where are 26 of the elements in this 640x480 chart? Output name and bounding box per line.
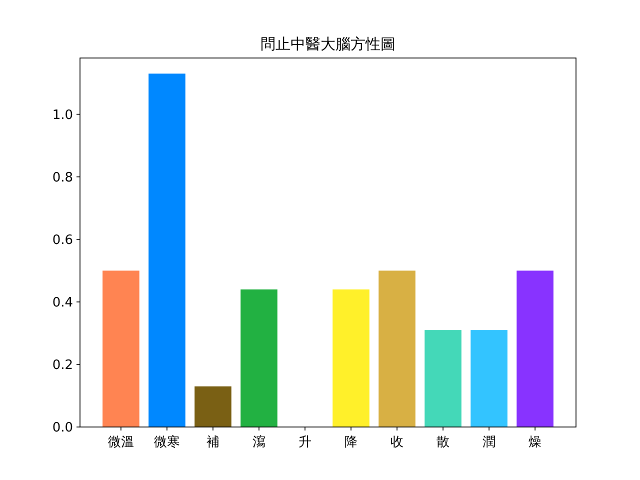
y-tick-label: 0.2 (52, 358, 73, 373)
chart-title: 問止中醫大腦方性圖 (260, 35, 396, 53)
x-tick-label: 瀉 (252, 435, 266, 450)
x-tick-label: 燥 (528, 435, 542, 450)
bar (148, 74, 186, 427)
bar (424, 330, 462, 427)
bar (378, 270, 416, 427)
bar (194, 386, 232, 427)
bar (516, 270, 554, 427)
y-tick-label: 0.0 (52, 420, 73, 436)
x-tick-label: 微溫 (108, 435, 134, 450)
bar (470, 330, 508, 427)
x-tick-label: 升 (298, 435, 312, 450)
bar (332, 289, 370, 427)
y-tick-label: 1.0 (52, 108, 73, 123)
x-tick-label: 微寒 (154, 434, 180, 450)
x-tick-label: 潤 (482, 435, 496, 450)
x-tick-label: 補 (206, 435, 220, 450)
y-tick-label: 0.6 (52, 232, 73, 248)
y-tick-label: 0.8 (52, 170, 73, 186)
x-tick-label: 散 (436, 435, 450, 450)
bar (102, 270, 140, 427)
x-tick-label: 降 (344, 435, 358, 450)
y-tick-label: 0.4 (52, 295, 73, 310)
bar (240, 289, 278, 427)
x-tick-label: 收 (390, 435, 404, 450)
